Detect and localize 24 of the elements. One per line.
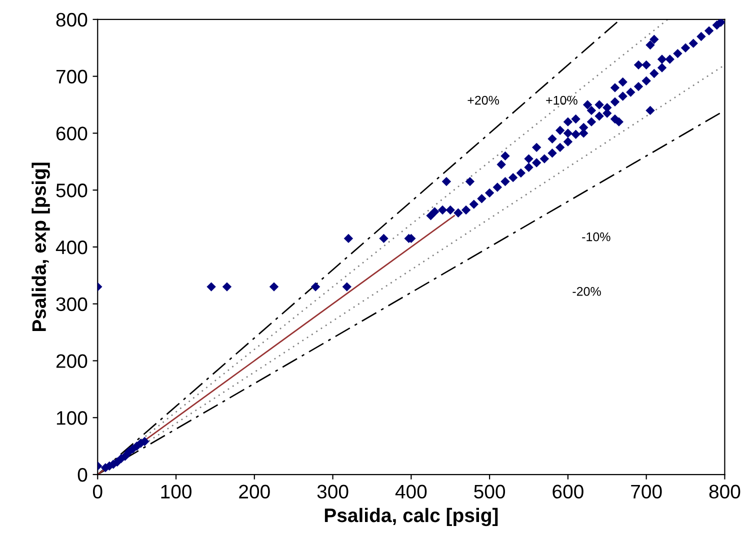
x-axis-title: Psalida, calc [psig] xyxy=(324,508,498,526)
x-tick-label: 300 xyxy=(317,484,348,499)
x-tick-label: 500 xyxy=(474,484,506,499)
y-tick-label: 200 xyxy=(56,354,88,368)
annotation: +20% xyxy=(468,96,499,105)
x-tick-label: 400 xyxy=(395,484,427,499)
x-tick-label: 700 xyxy=(631,484,662,499)
y-tick-label: 100 xyxy=(56,411,88,425)
x-tick-label: 200 xyxy=(239,484,270,499)
x-tick-label: 800 xyxy=(709,484,740,499)
annotation: -10% xyxy=(582,232,610,242)
y-tick-label: 500 xyxy=(56,184,88,198)
y-tick-label: 0 xyxy=(78,468,88,482)
y-axis-title: Psalida, exp [psig] xyxy=(32,162,50,332)
annotation: -20% xyxy=(572,286,601,296)
x-tick-label: 0 xyxy=(92,484,102,499)
y-tick-label: 300 xyxy=(56,297,88,312)
y-tick-label: 700 xyxy=(56,70,88,84)
x-tick-label: 100 xyxy=(161,484,192,499)
annotation: +10% xyxy=(546,96,578,105)
y-tick-label: 800 xyxy=(56,12,88,27)
y-tick-label: 600 xyxy=(56,126,88,140)
y-tick-label: 400 xyxy=(56,240,88,254)
x-tick-label: 600 xyxy=(552,484,584,499)
